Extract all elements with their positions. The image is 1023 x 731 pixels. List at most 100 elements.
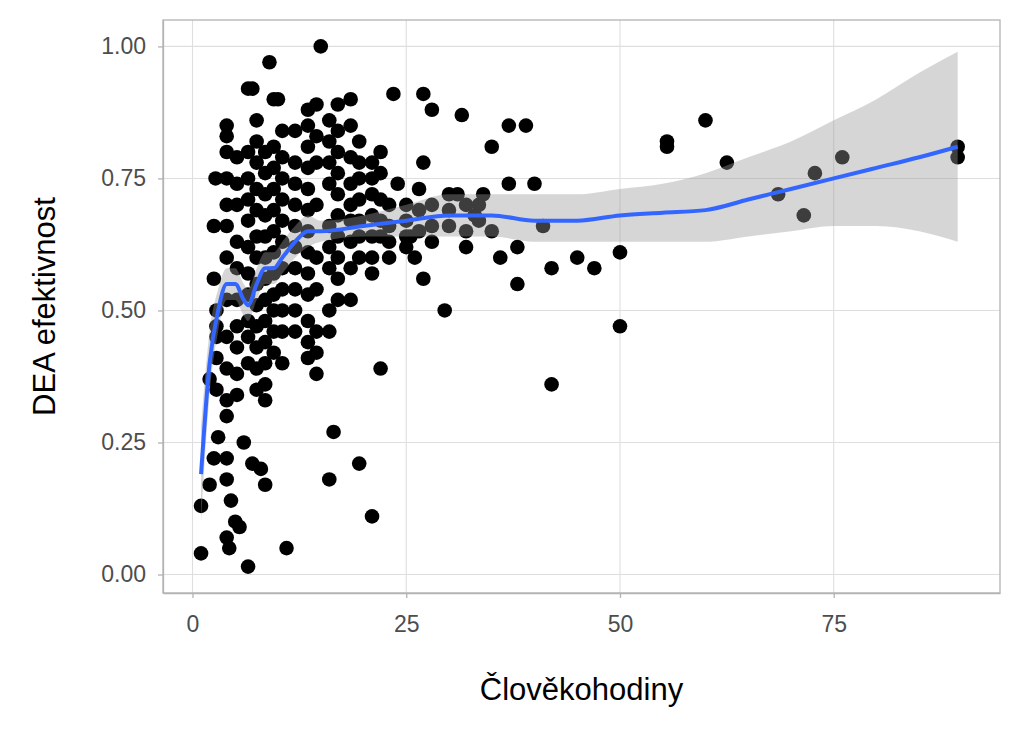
point: [326, 425, 341, 440]
point: [219, 219, 234, 234]
point: [352, 171, 367, 186]
grid-line-y: [163, 46, 1000, 47]
point: [309, 198, 324, 213]
point: [288, 155, 303, 170]
x-tick-mark: [834, 593, 835, 598]
point: [262, 55, 277, 70]
point: [544, 377, 559, 392]
point: [241, 559, 256, 574]
y-tick-label: 0.25: [101, 429, 146, 455]
y-tick-mark: [158, 310, 163, 311]
point: [219, 451, 234, 466]
point: [331, 293, 346, 308]
point: [390, 176, 405, 191]
y-axis-title: DEA efektivnost: [27, 197, 62, 416]
point: [275, 303, 290, 318]
point: [331, 250, 346, 265]
point: [309, 250, 324, 265]
point: [416, 87, 431, 102]
point: [331, 97, 346, 112]
x-tick-mark: [192, 593, 193, 598]
point: [373, 361, 388, 376]
point: [211, 430, 226, 445]
point: [222, 541, 237, 556]
x-tick-label: 25: [394, 611, 420, 637]
point: [407, 250, 422, 265]
point: [207, 219, 222, 234]
point: [288, 303, 303, 318]
point: [258, 393, 273, 408]
point: [207, 271, 222, 286]
point: [352, 192, 367, 207]
grid-line-y: [163, 442, 1000, 443]
point: [455, 108, 470, 123]
point: [279, 541, 294, 556]
point: [352, 134, 367, 149]
chart: 02550750.000.250.500.751.00Člověkohodiny…: [0, 0, 1023, 731]
point: [254, 462, 269, 477]
y-tick: 0.00: [101, 561, 163, 587]
x-tick: 75: [821, 593, 847, 637]
x-tick: 50: [608, 593, 634, 637]
point: [301, 266, 316, 281]
grid: [163, 20, 1000, 593]
point: [275, 150, 290, 165]
grid-line-y: [163, 574, 1000, 575]
point: [241, 81, 256, 96]
point: [570, 250, 585, 265]
point: [493, 250, 508, 265]
panel-border: [163, 20, 1000, 593]
point: [502, 118, 517, 133]
point: [510, 240, 525, 255]
point: [313, 39, 328, 54]
point: [209, 382, 224, 397]
y-tick-mark: [158, 46, 163, 47]
marks: [194, 39, 965, 574]
y-tick-label: 0.00: [101, 561, 146, 587]
y-tick: 1.00: [101, 33, 163, 59]
point: [416, 271, 431, 286]
point: [382, 250, 397, 265]
point: [322, 324, 337, 339]
y-tick-mark: [158, 574, 163, 575]
point: [249, 113, 264, 128]
point: [309, 129, 324, 144]
point: [232, 520, 247, 535]
point: [331, 187, 346, 202]
grid-line-x: [833, 20, 834, 593]
point: [236, 435, 251, 450]
smooth-line: [201, 147, 958, 474]
point: [544, 261, 559, 276]
point: [309, 282, 324, 297]
point: [219, 409, 234, 424]
points: [194, 39, 965, 574]
point: [365, 250, 380, 265]
point: [309, 324, 324, 339]
point: [288, 282, 303, 297]
point: [275, 213, 290, 228]
point: [331, 166, 346, 181]
y-tick-label: 0.75: [101, 165, 146, 191]
y-axis-line: [163, 21, 164, 594]
point: [660, 139, 675, 154]
point: [266, 92, 281, 107]
point: [373, 166, 388, 181]
point: [207, 451, 222, 466]
point: [230, 367, 245, 382]
point: [352, 155, 367, 170]
point: [527, 176, 542, 191]
point: [258, 477, 273, 492]
point: [275, 324, 290, 339]
point: [275, 192, 290, 207]
point: [613, 319, 628, 334]
point: [484, 139, 499, 154]
grid-line-x: [406, 20, 407, 593]
panel-background: [163, 20, 1000, 593]
x-axis: 0255075: [164, 593, 1001, 637]
point: [230, 388, 245, 403]
point: [331, 145, 346, 160]
plot: 02550750.000.250.500.751.00: [101, 20, 1000, 637]
point: [275, 282, 290, 297]
point: [613, 245, 628, 260]
point: [502, 176, 517, 191]
